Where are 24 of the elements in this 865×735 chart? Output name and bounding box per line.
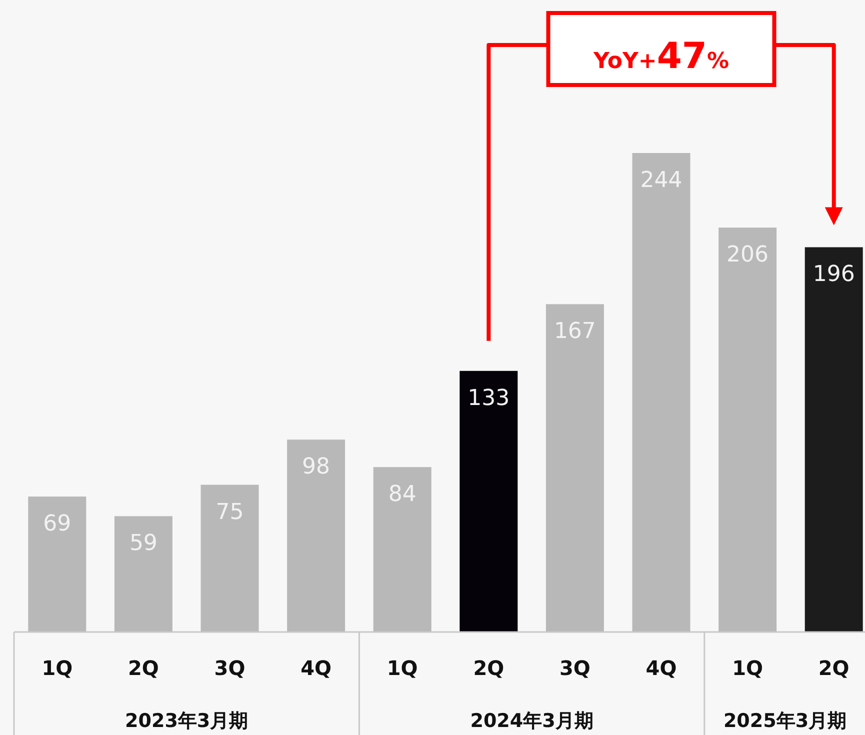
x-tick-label: 1Q — [42, 656, 73, 680]
x-tick-label: 2Q — [128, 656, 159, 680]
x-tick-label: 2Q — [473, 656, 504, 680]
text: YoY+47% — [592, 36, 730, 77]
data-label: 167 — [554, 319, 596, 344]
x-tick-label: 4Q — [300, 656, 332, 680]
data-label: 59 — [129, 531, 158, 556]
data-label: 84 — [388, 482, 416, 508]
x-tick-label: 3Q — [559, 656, 590, 680]
data-label: 206 — [726, 242, 769, 268]
x-tick-label: 2Q — [818, 656, 850, 680]
data-label: 75 — [216, 500, 244, 525]
x-tick-label: 1Q — [386, 656, 418, 680]
x-tick-label: 3Q — [214, 656, 246, 680]
x-tick-label: 4Q — [646, 656, 677, 680]
data-label: 98 — [302, 454, 330, 480]
data-label: 244 — [640, 168, 682, 193]
text: 2025年3月期 — [723, 710, 847, 732]
data-label: 69 — [43, 512, 72, 537]
text: 2023年3月期 — [125, 710, 248, 732]
text: 2024年3月期 — [470, 710, 594, 732]
x-tick-label: 1Q — [732, 656, 764, 680]
data-label: 133 — [468, 386, 510, 411]
data-label: 196 — [812, 262, 855, 288]
